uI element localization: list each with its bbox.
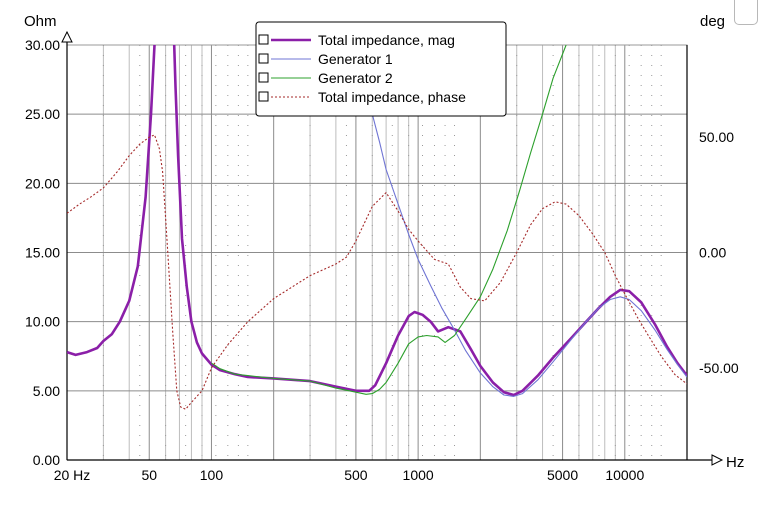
y2-axis-unit-label: deg	[700, 13, 725, 30]
legend-checkbox	[258, 34, 269, 45]
corner-toggle-button[interactable]	[734, 0, 758, 25]
y-tick-label: 25.00	[25, 106, 60, 122]
legend-box	[255, 21, 507, 117]
y-axis-arrow	[61, 30, 73, 43]
y2-tick-label: 50.00	[699, 129, 734, 145]
legend: Total impedance, mag Generator 1 Generator…	[255, 21, 507, 117]
y-axis-unit-label: Ohm	[24, 13, 57, 30]
x-tick-label: 500	[344, 467, 368, 483]
y-tick-label: 10.00	[25, 314, 60, 330]
series-line-0	[67, 45, 687, 397]
series	[67, 45, 687, 410]
legend-checkbox	[258, 53, 269, 64]
x-tick-label: 5000	[547, 467, 578, 483]
legend-checkbox	[258, 91, 269, 102]
series-line-1	[371, 114, 687, 397]
tick-labels: 0.00 5.00 10.00 15.00 20.00 25.00 30.00 50.00 0.…	[25, 37, 739, 483]
x-axis-unit-label: Hz	[726, 454, 744, 471]
series-line-3	[67, 134, 687, 410]
legend-entry-label: Total impedance, phase	[318, 89, 466, 105]
x-tick-label: 20 Hz	[54, 467, 91, 483]
y-tick-label: 5.00	[33, 383, 60, 399]
y2-tick-label: 0.00	[699, 245, 726, 261]
x-tick-label: 50	[141, 467, 157, 483]
legend-entry-label: Generator 2	[318, 70, 393, 86]
x-tick-label: 1000	[403, 467, 434, 483]
y-tick-label: 15.00	[25, 245, 60, 261]
legend-entry-label: Total impedance, mag	[318, 32, 455, 48]
series-line-2	[211, 45, 567, 395]
legend-entry-label: Generator 1	[318, 51, 393, 67]
x-tick-label: 10000	[605, 467, 644, 483]
x-tick-label: 100	[200, 467, 224, 483]
y2-tick-label: -50.00	[699, 360, 739, 376]
y-tick-label: 0.00	[33, 452, 60, 468]
y-tick-label: 20.00	[25, 175, 60, 191]
y-tick-label: 30.00	[25, 37, 60, 53]
legend-checkbox	[258, 72, 269, 83]
x-axis-arrow	[711, 454, 724, 466]
